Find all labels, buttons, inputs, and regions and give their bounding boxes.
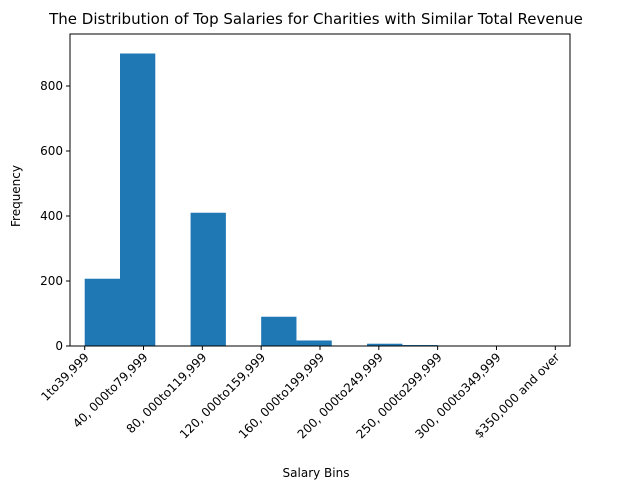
plot-frame bbox=[69, 33, 571, 347]
y-tick-label: 800 bbox=[40, 79, 63, 93]
histogram-bar bbox=[120, 53, 156, 346]
y-axis-label: Frequency bbox=[9, 165, 23, 227]
chart-title: The Distribution of Top Salaries for Cha… bbox=[48, 10, 583, 28]
y-axis: 0 200 400 600 800 bbox=[40, 79, 70, 353]
histogram-bar bbox=[296, 340, 332, 346]
histogram-bar bbox=[190, 212, 226, 346]
x-tick-label: 1to39,999 bbox=[38, 350, 92, 404]
x-axis-label: Salary Bins bbox=[283, 466, 350, 480]
bars-group bbox=[84, 53, 544, 346]
y-tick-label: 0 bbox=[55, 339, 63, 353]
histogram-bar bbox=[84, 278, 120, 346]
y-tick-label: 600 bbox=[40, 144, 63, 158]
y-tick-label: 200 bbox=[40, 274, 63, 288]
y-tick-label: 400 bbox=[40, 209, 63, 223]
histogram-bar bbox=[261, 316, 297, 346]
histogram-bar bbox=[367, 343, 403, 346]
